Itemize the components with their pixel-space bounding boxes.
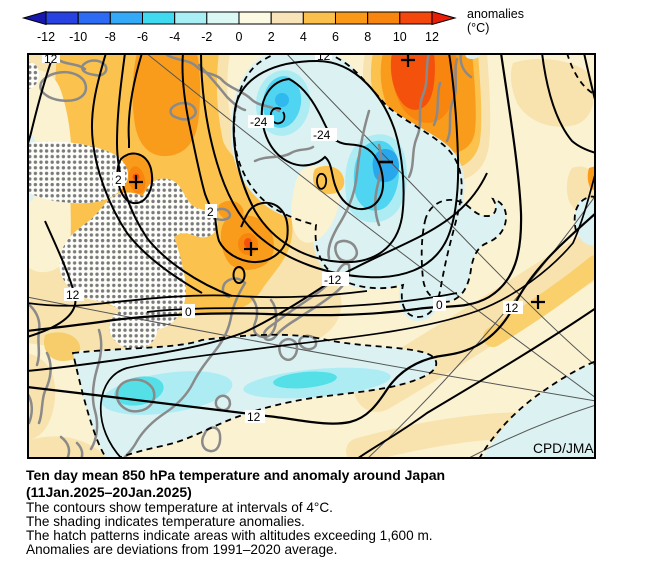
svg-text:-12: -12 (324, 273, 342, 287)
svg-text:-24: -24 (313, 128, 331, 142)
svg-text:12: 12 (505, 301, 519, 315)
svg-text:12: 12 (317, 53, 331, 63)
svg-text:-10: -10 (69, 30, 87, 44)
svg-text:CPD/JMA: CPD/JMA (533, 441, 594, 456)
svg-text:2: 2 (207, 205, 214, 219)
svg-text:2: 2 (115, 173, 122, 187)
svg-text:-12: -12 (37, 30, 55, 44)
svg-text:6: 6 (332, 30, 339, 44)
svg-text:(°C): (°C) (467, 21, 489, 35)
svg-text:2: 2 (268, 30, 275, 44)
svg-text:-4: -4 (169, 30, 180, 44)
svg-text:12: 12 (66, 288, 80, 302)
svg-text:0: 0 (436, 298, 443, 312)
svg-text:12: 12 (247, 410, 261, 424)
svg-text:12: 12 (44, 53, 58, 66)
svg-text:-6: -6 (137, 30, 148, 44)
svg-text:-2: -2 (201, 30, 212, 44)
svg-text:10: 10 (393, 30, 407, 44)
svg-text:anomalies: anomalies (467, 7, 524, 21)
svg-text:0: 0 (185, 305, 192, 319)
svg-text:-24: -24 (250, 115, 268, 129)
svg-text:-8: -8 (105, 30, 116, 44)
svg-text:4: 4 (300, 30, 307, 44)
svg-text:0: 0 (236, 30, 243, 44)
svg-text:8: 8 (364, 30, 371, 44)
svg-text:12: 12 (425, 30, 439, 44)
